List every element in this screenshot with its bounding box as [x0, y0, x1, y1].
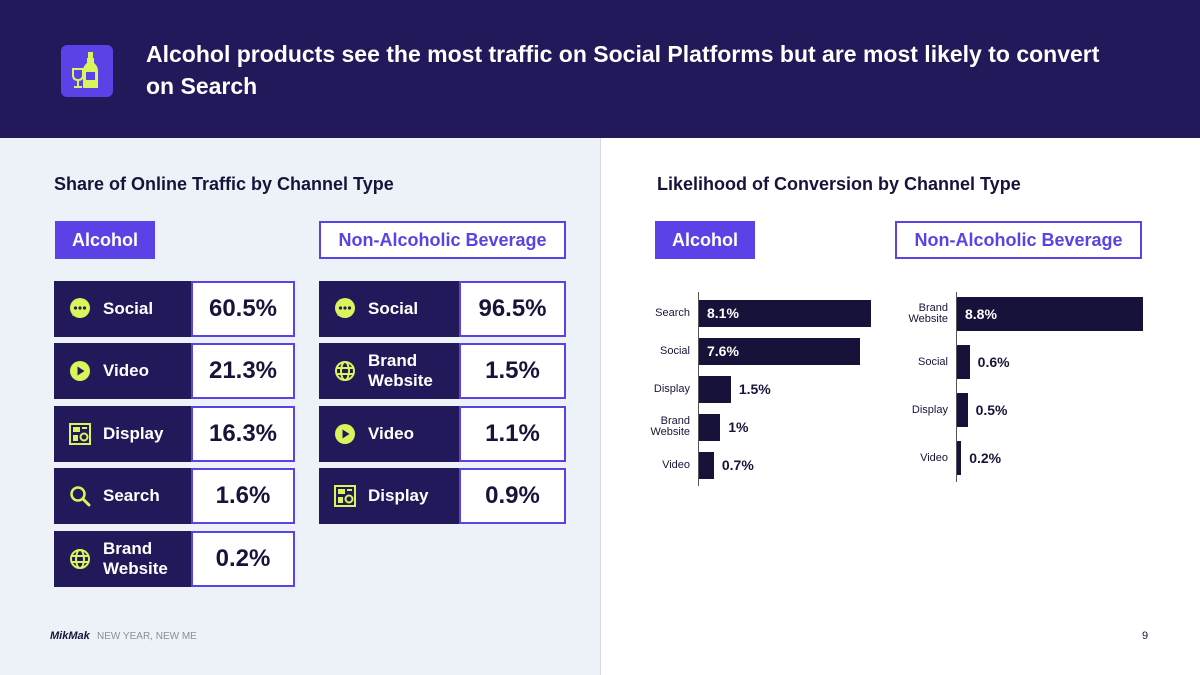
table-row: Video 1.1% [319, 406, 566, 462]
table-row: Display 0.9% [319, 468, 566, 524]
channel-value: 1.1% [459, 406, 566, 462]
header-banner: Alcohol products see the most traffic on… [0, 0, 1200, 138]
traffic-title: Share of Online Traffic by Channel Type [54, 174, 394, 194]
bar [957, 441, 962, 475]
table-row: Video 21.3% [54, 343, 295, 399]
bar-value-label: 8.8% [965, 306, 997, 322]
bar [699, 413, 721, 441]
channel-label: Display [103, 424, 164, 443]
bar-value-label: 1.5% [738, 381, 771, 397]
bar-category-label: Display [911, 403, 948, 416]
channel-value: 1.6% [191, 468, 295, 524]
bar-category-label: Social [918, 355, 948, 368]
bar-value-label: 7.6% [707, 343, 739, 359]
conversion-title: Likelihood of Conversion by Channel Type [657, 174, 1021, 194]
globe-icon [68, 547, 92, 571]
table-row: Social 96.5% [319, 281, 566, 337]
channel-label: Brand Website [368, 351, 433, 390]
wine-bottle-glass-icon [61, 45, 113, 97]
bar [957, 345, 970, 379]
bar-category-label: Brand Website [908, 302, 948, 325]
play-icon [68, 359, 92, 383]
page-title: Alcohol products see the most traffic on… [146, 41, 1100, 99]
channel-value: 1.5% [459, 343, 566, 399]
channel-label: Video [103, 361, 149, 380]
play-icon [333, 422, 357, 446]
panel-divider [600, 138, 601, 675]
bar-category-label: Search [655, 306, 690, 319]
bar-category-label: Brand Website [650, 415, 690, 438]
footer-text: NEW YEAR, NEW ME [97, 631, 197, 642]
non-alcoholic-conversion-chart: Brand Website 8.8% Social 0.6% Display 0.5% Vid… [893, 290, 1145, 488]
chat-bubble-icon [68, 297, 92, 321]
tab-alcohol-traffic[interactable]: Alcohol [55, 221, 155, 259]
bar-category-label: Video [920, 451, 948, 464]
brand-logo: MikMak [50, 630, 90, 642]
channel-label: Brand Website [103, 539, 168, 578]
tab-non-alcoholic-conversion[interactable]: Non-Alcoholic Beverage [895, 221, 1142, 259]
alcohol-conversion-chart: Search 8.1% Social 7.6% Display 1.5% Brand Webs… [647, 290, 883, 488]
bar-category-label: Video [662, 458, 690, 471]
bar [957, 297, 1143, 331]
table-row: Search 1.6% [54, 468, 295, 524]
display-ad-icon [333, 484, 357, 508]
bar [957, 393, 968, 427]
tab-non-alcoholic-traffic[interactable]: Non-Alcoholic Beverage [319, 221, 566, 259]
channel-label: Search [103, 486, 160, 505]
bar [699, 451, 714, 479]
page-number: 9 [1142, 630, 1149, 642]
table-row: Social 60.5% [54, 281, 295, 337]
chart-axis [956, 292, 957, 482]
bar-value-label: 1% [728, 419, 749, 435]
bar [699, 299, 871, 327]
channel-value: 96.5% [459, 281, 566, 337]
channel-value: 21.3% [191, 343, 295, 399]
channel-value: 0.9% [459, 468, 566, 524]
chart-axis [698, 292, 699, 486]
table-row: Brand Website 0.2% [54, 531, 295, 587]
channel-label: Social [103, 299, 154, 318]
bar-value-label: 8.1% [707, 305, 739, 321]
bar-category-label: Display [653, 382, 690, 395]
channel-value: 0.2% [191, 531, 295, 587]
table-row: Brand Website 1.5% [319, 343, 566, 399]
channel-label: Display [368, 486, 429, 505]
globe-icon [333, 359, 357, 383]
channel-value: 60.5% [191, 281, 295, 337]
bar-value-label: 0.6% [977, 354, 1010, 370]
channel-label: Video [368, 424, 414, 443]
table-row: Display 16.3% [54, 406, 295, 462]
channel-label: Social [368, 299, 419, 318]
bar [699, 375, 731, 403]
tab-alcohol-conversion[interactable]: Alcohol [655, 221, 755, 259]
channel-value: 16.3% [191, 406, 295, 462]
chat-bubble-icon [333, 297, 357, 321]
bar-value-label: 0.7% [721, 457, 754, 473]
bar-category-label: Social [660, 344, 690, 357]
display-ad-icon [68, 422, 92, 446]
search-icon [68, 484, 92, 508]
bar-value-label: 0.5% [975, 402, 1008, 418]
bar-value-label: 0.2% [969, 450, 1002, 466]
bar [699, 337, 861, 365]
